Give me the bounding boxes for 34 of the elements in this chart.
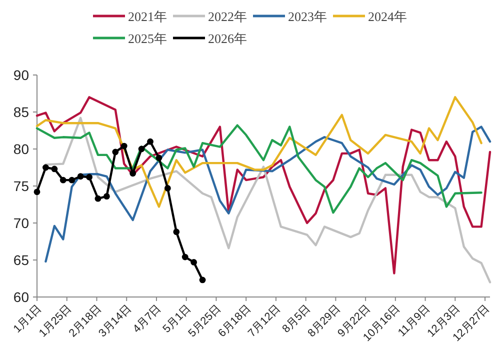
- point: [199, 276, 206, 284]
- legend-label: 2023年: [288, 9, 327, 24]
- point: [156, 154, 162, 162]
- point: [42, 164, 49, 171]
- legend-label: 2025年: [128, 31, 167, 46]
- point: [60, 176, 66, 184]
- point: [51, 166, 58, 172]
- point: [147, 138, 154, 145]
- point: [173, 228, 180, 236]
- point: [138, 146, 145, 152]
- y-tick-label: 90: [13, 67, 30, 83]
- y-tick-label: 70: [13, 215, 30, 231]
- y-tick-label: 65: [13, 252, 30, 268]
- point: [182, 254, 188, 260]
- point: [68, 176, 76, 184]
- y-tick-label: 85: [13, 104, 30, 120]
- point: [77, 173, 84, 180]
- point: [190, 259, 198, 266]
- y-tick-label: 75: [13, 178, 30, 194]
- y-tick-label: 60: [13, 289, 30, 305]
- point: [86, 174, 92, 180]
- point: [164, 185, 171, 192]
- legend-label: 2024年: [368, 9, 407, 24]
- legend-label: 2022年: [208, 9, 247, 24]
- legend-label: 2021年: [128, 9, 167, 24]
- point: [34, 188, 40, 196]
- legend-label: 2026年: [208, 31, 247, 46]
- x-tick-label: 4月7日: [130, 302, 164, 336]
- point: [94, 195, 102, 202]
- point: [103, 193, 110, 200]
- point: [120, 142, 128, 150]
- y-tick-label: 80: [13, 141, 30, 157]
- point: [130, 170, 136, 177]
- point: [112, 148, 119, 156]
